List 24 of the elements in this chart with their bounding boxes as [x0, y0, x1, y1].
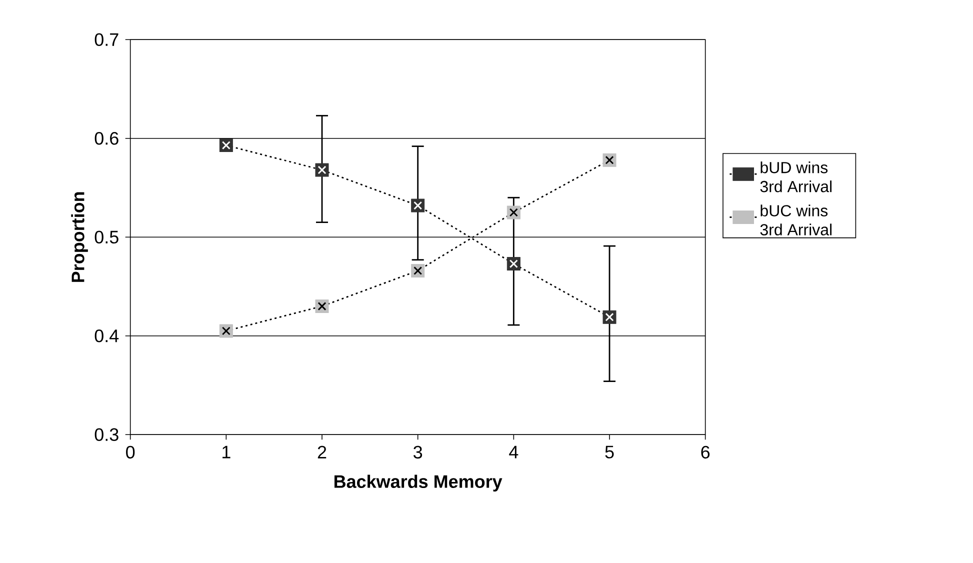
- point: [315, 163, 329, 177]
- point: [506, 206, 520, 220]
- x-tick-label: 6: [701, 446, 710, 459]
- legend-label: bUC wins 3rd Arrival: [760, 204, 832, 236]
- point: [315, 300, 329, 314]
- point: [219, 324, 233, 338]
- x-tick-label: 1: [222, 446, 230, 458]
- y-tick-label: 0.3: [94, 428, 118, 441]
- x-tick-label: 4: [509, 446, 518, 458]
- point: [411, 264, 425, 278]
- y-tick-label: 0.7: [94, 33, 118, 46]
- y-tick-label: 0.5: [94, 230, 118, 244]
- y-tick-label: 0.4: [94, 329, 119, 342]
- point: [602, 153, 616, 167]
- x-tick-label: 0: [126, 446, 135, 459]
- point: [411, 198, 425, 212]
- x-tick-label: 3: [414, 446, 422, 459]
- point: [602, 310, 616, 324]
- x-tick-label: 5: [605, 446, 614, 458]
- y-tick-label: 0.6: [94, 132, 118, 145]
- y-axis-title: Proportion: [71, 192, 88, 282]
- x-axis-title: Backwards Memory: [334, 474, 502, 492]
- x-tick-label: 2: [318, 446, 326, 458]
- legend-label: bUD wins 3rd Arrival: [760, 161, 832, 192]
